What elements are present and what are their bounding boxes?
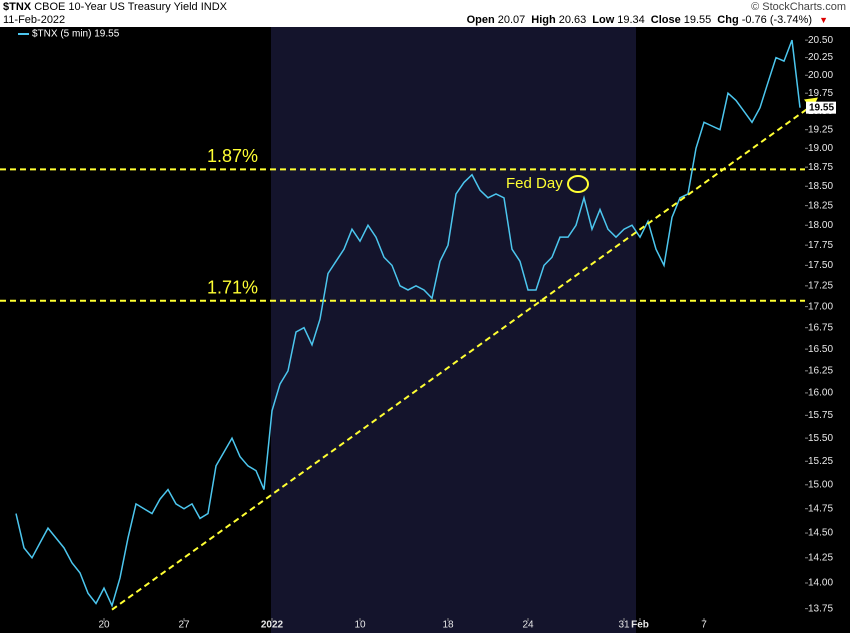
annotation: Fed Day: [506, 175, 563, 192]
symbol: $TNX: [3, 1, 32, 13]
x-tick-label: 10: [354, 620, 366, 631]
quote-label: Open: [466, 14, 495, 26]
quote-label: Chg: [717, 14, 739, 26]
fed-day-circle: [567, 175, 589, 193]
quote: Open 20.07 High 20.63 Low 19.34 Close 19.55 Chg -…: [467, 14, 818, 26]
x-tick-label: 24: [522, 620, 534, 631]
y-tick-label: 14.75: [808, 503, 833, 514]
quote-value: 19.34: [617, 14, 645, 26]
y-tick-label: 19.25: [808, 124, 833, 135]
quote-label: High: [531, 14, 556, 26]
legend-label: $TNX (5 min) 19.55: [32, 29, 120, 40]
y-tick-label: 14.25: [808, 552, 833, 563]
x-tick-label: 18: [442, 620, 454, 631]
quote-value: 20.63: [558, 14, 587, 26]
quote-label: Low: [592, 14, 615, 26]
header: $TNX CBOE 10-Year US Treasury Yield INDX…: [0, 0, 850, 27]
quote-value: 19.55: [683, 14, 712, 26]
y-tick-label: 15.00: [808, 479, 833, 490]
quote-value: 20.07: [497, 14, 526, 26]
instrument-name: CBOE 10-Year US Treasury Yield INDX: [34, 1, 227, 13]
y-tick-label: 15.75: [808, 410, 833, 421]
y-tick-label: 17.25: [808, 280, 833, 291]
x-tick-label: Feb: [631, 620, 649, 631]
x-tick-label: 20: [98, 620, 110, 631]
y-tick-label: 20.25: [808, 52, 833, 63]
x-tick-label: 2022: [261, 620, 284, 631]
y-tick-label: 15.50: [808, 433, 833, 444]
trendline: [111, 104, 813, 611]
y-tick-label: 20.00: [808, 70, 833, 81]
last-value-label: 19.55: [809, 102, 834, 113]
last-value-box: [806, 101, 836, 114]
x-tick-label: 27: [178, 620, 190, 631]
y-tick-label: 18.50: [808, 181, 833, 192]
y-tick-label: 18.75: [808, 162, 833, 173]
y-tick-label: 15.25: [808, 456, 833, 467]
y-tick-label: 16.75: [808, 322, 833, 333]
y-tick-label: 18.25: [808, 200, 833, 211]
y-tick-label: 20.50: [808, 35, 833, 46]
y-tick-label: 16.50: [808, 344, 833, 355]
y-tick-label: 16.25: [808, 365, 833, 376]
quote-label: Close: [650, 14, 681, 26]
y-tick-label: 17.75: [808, 240, 833, 251]
date: 11-Feb-2022: [3, 14, 66, 26]
x-tick-label: 7: [701, 620, 707, 631]
x-tick-label: 31: [618, 620, 630, 631]
y-tick-label: 14.00: [808, 578, 833, 589]
copyright: © StockCharts.com: [751, 1, 846, 13]
y-tick-label: 19.75: [808, 88, 833, 99]
y-tick-label: 17.50: [808, 260, 833, 271]
down-arrow: ▼: [819, 15, 828, 25]
price-line: [15, 39, 801, 608]
y-tick-label: 18.00: [808, 220, 833, 231]
y-tick-label: 16.00: [808, 388, 833, 399]
title-row: $TNX CBOE 10-Year US Treasury Yield INDX: [3, 1, 227, 13]
y-tick-label: 14.50: [808, 528, 833, 539]
month-shade: [271, 27, 636, 633]
h-line-label: 1.71%: [207, 278, 258, 298]
h-line-label: 1.87%: [207, 146, 258, 166]
y-tick-label: 13.75: [808, 603, 833, 614]
quote-value: -0.76 (-3.74%): [741, 14, 812, 26]
y-tick-label: 17.00: [808, 301, 833, 312]
y-tick-label: 19.00: [808, 143, 833, 154]
